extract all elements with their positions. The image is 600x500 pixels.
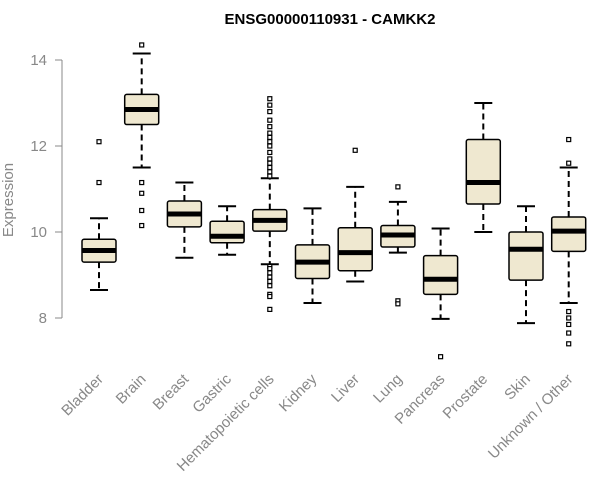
outlier-point: [139, 207, 145, 214]
box-rect: [550, 216, 587, 253]
outlier-point: [139, 179, 145, 186]
y-tick-label: 8: [39, 310, 47, 327]
y-tick-label: 10: [30, 224, 47, 241]
box-rect: [508, 231, 544, 281]
y-tick-label: 14: [30, 52, 47, 69]
outlier-point: [267, 134, 273, 140]
category-label: Kidney: [276, 370, 321, 415]
outlier-point: [267, 130, 273, 136]
outlier-point: [139, 42, 145, 48]
outlier-point: [566, 315, 572, 321]
outlier-point: [267, 143, 273, 149]
category-label: Skin: [501, 371, 534, 404]
outlier-point: [267, 293, 273, 300]
outlier-point: [566, 330, 572, 336]
outlier-point: [267, 156, 273, 162]
box-rect: [209, 220, 245, 244]
outlier-point: [352, 147, 358, 153]
y-tick-label: 12: [30, 138, 47, 155]
outlier-point: [395, 301, 401, 307]
outlier-point: [267, 283, 273, 289]
box-group: [422, 227, 459, 360]
category-label: Bladder: [58, 371, 107, 420]
boxes-group: [81, 42, 587, 360]
outlier-point: [267, 149, 273, 156]
y-axis-ticks: 8 10 12 14: [30, 52, 62, 327]
outlier-point: [267, 265, 273, 272]
category-label: Liver: [328, 371, 363, 406]
outlier-point: [267, 102, 273, 108]
outlier-point: [139, 222, 145, 229]
category-label: Brain: [113, 371, 150, 408]
box-group: [123, 42, 160, 229]
box-rect: [337, 226, 373, 272]
outlier-point: [267, 108, 273, 115]
outlier-point: [267, 169, 273, 175]
outlier-point: [566, 308, 572, 315]
outlier-point: [267, 96, 273, 102]
box-group: [550, 136, 587, 347]
outlier-point: [267, 124, 273, 130]
box-group: [209, 205, 245, 256]
outlier-point: [267, 164, 273, 171]
category-label: Prostate: [440, 371, 492, 423]
box-group: [337, 147, 373, 283]
box-group: [465, 102, 502, 233]
outlier-point: [267, 270, 273, 276]
box-group: [81, 139, 117, 292]
y-axis-label: Expression: [0, 163, 17, 237]
outlier-point: [267, 139, 273, 145]
category-label: Breast: [150, 370, 193, 413]
box-group: [166, 181, 203, 259]
outlier-point: [96, 179, 102, 186]
outlier-point: [267, 306, 273, 312]
outlier-point: [267, 278, 273, 285]
box-group: [294, 207, 331, 304]
outlier-point: [267, 160, 273, 166]
box-group: [508, 205, 544, 325]
box-rect: [465, 138, 502, 205]
outlier-point: [267, 117, 273, 123]
outlier-point: [267, 173, 273, 179]
category-label: Lung: [370, 371, 406, 407]
outlier-point: [566, 321, 572, 328]
box-rect: [422, 254, 459, 296]
box-group: [380, 184, 416, 307]
outlier-point: [96, 139, 102, 145]
outlier-point: [566, 341, 572, 347]
outlier-point: [566, 136, 572, 143]
outlier-point: [267, 274, 273, 280]
outlier-point: [566, 160, 572, 166]
outlier-point: [395, 184, 401, 190]
outlier-point: [438, 354, 444, 360]
outlier-point: [139, 190, 145, 196]
chart-title: ENSG00000110931 - CAMKK2: [225, 11, 436, 28]
box-group: [252, 96, 288, 312]
